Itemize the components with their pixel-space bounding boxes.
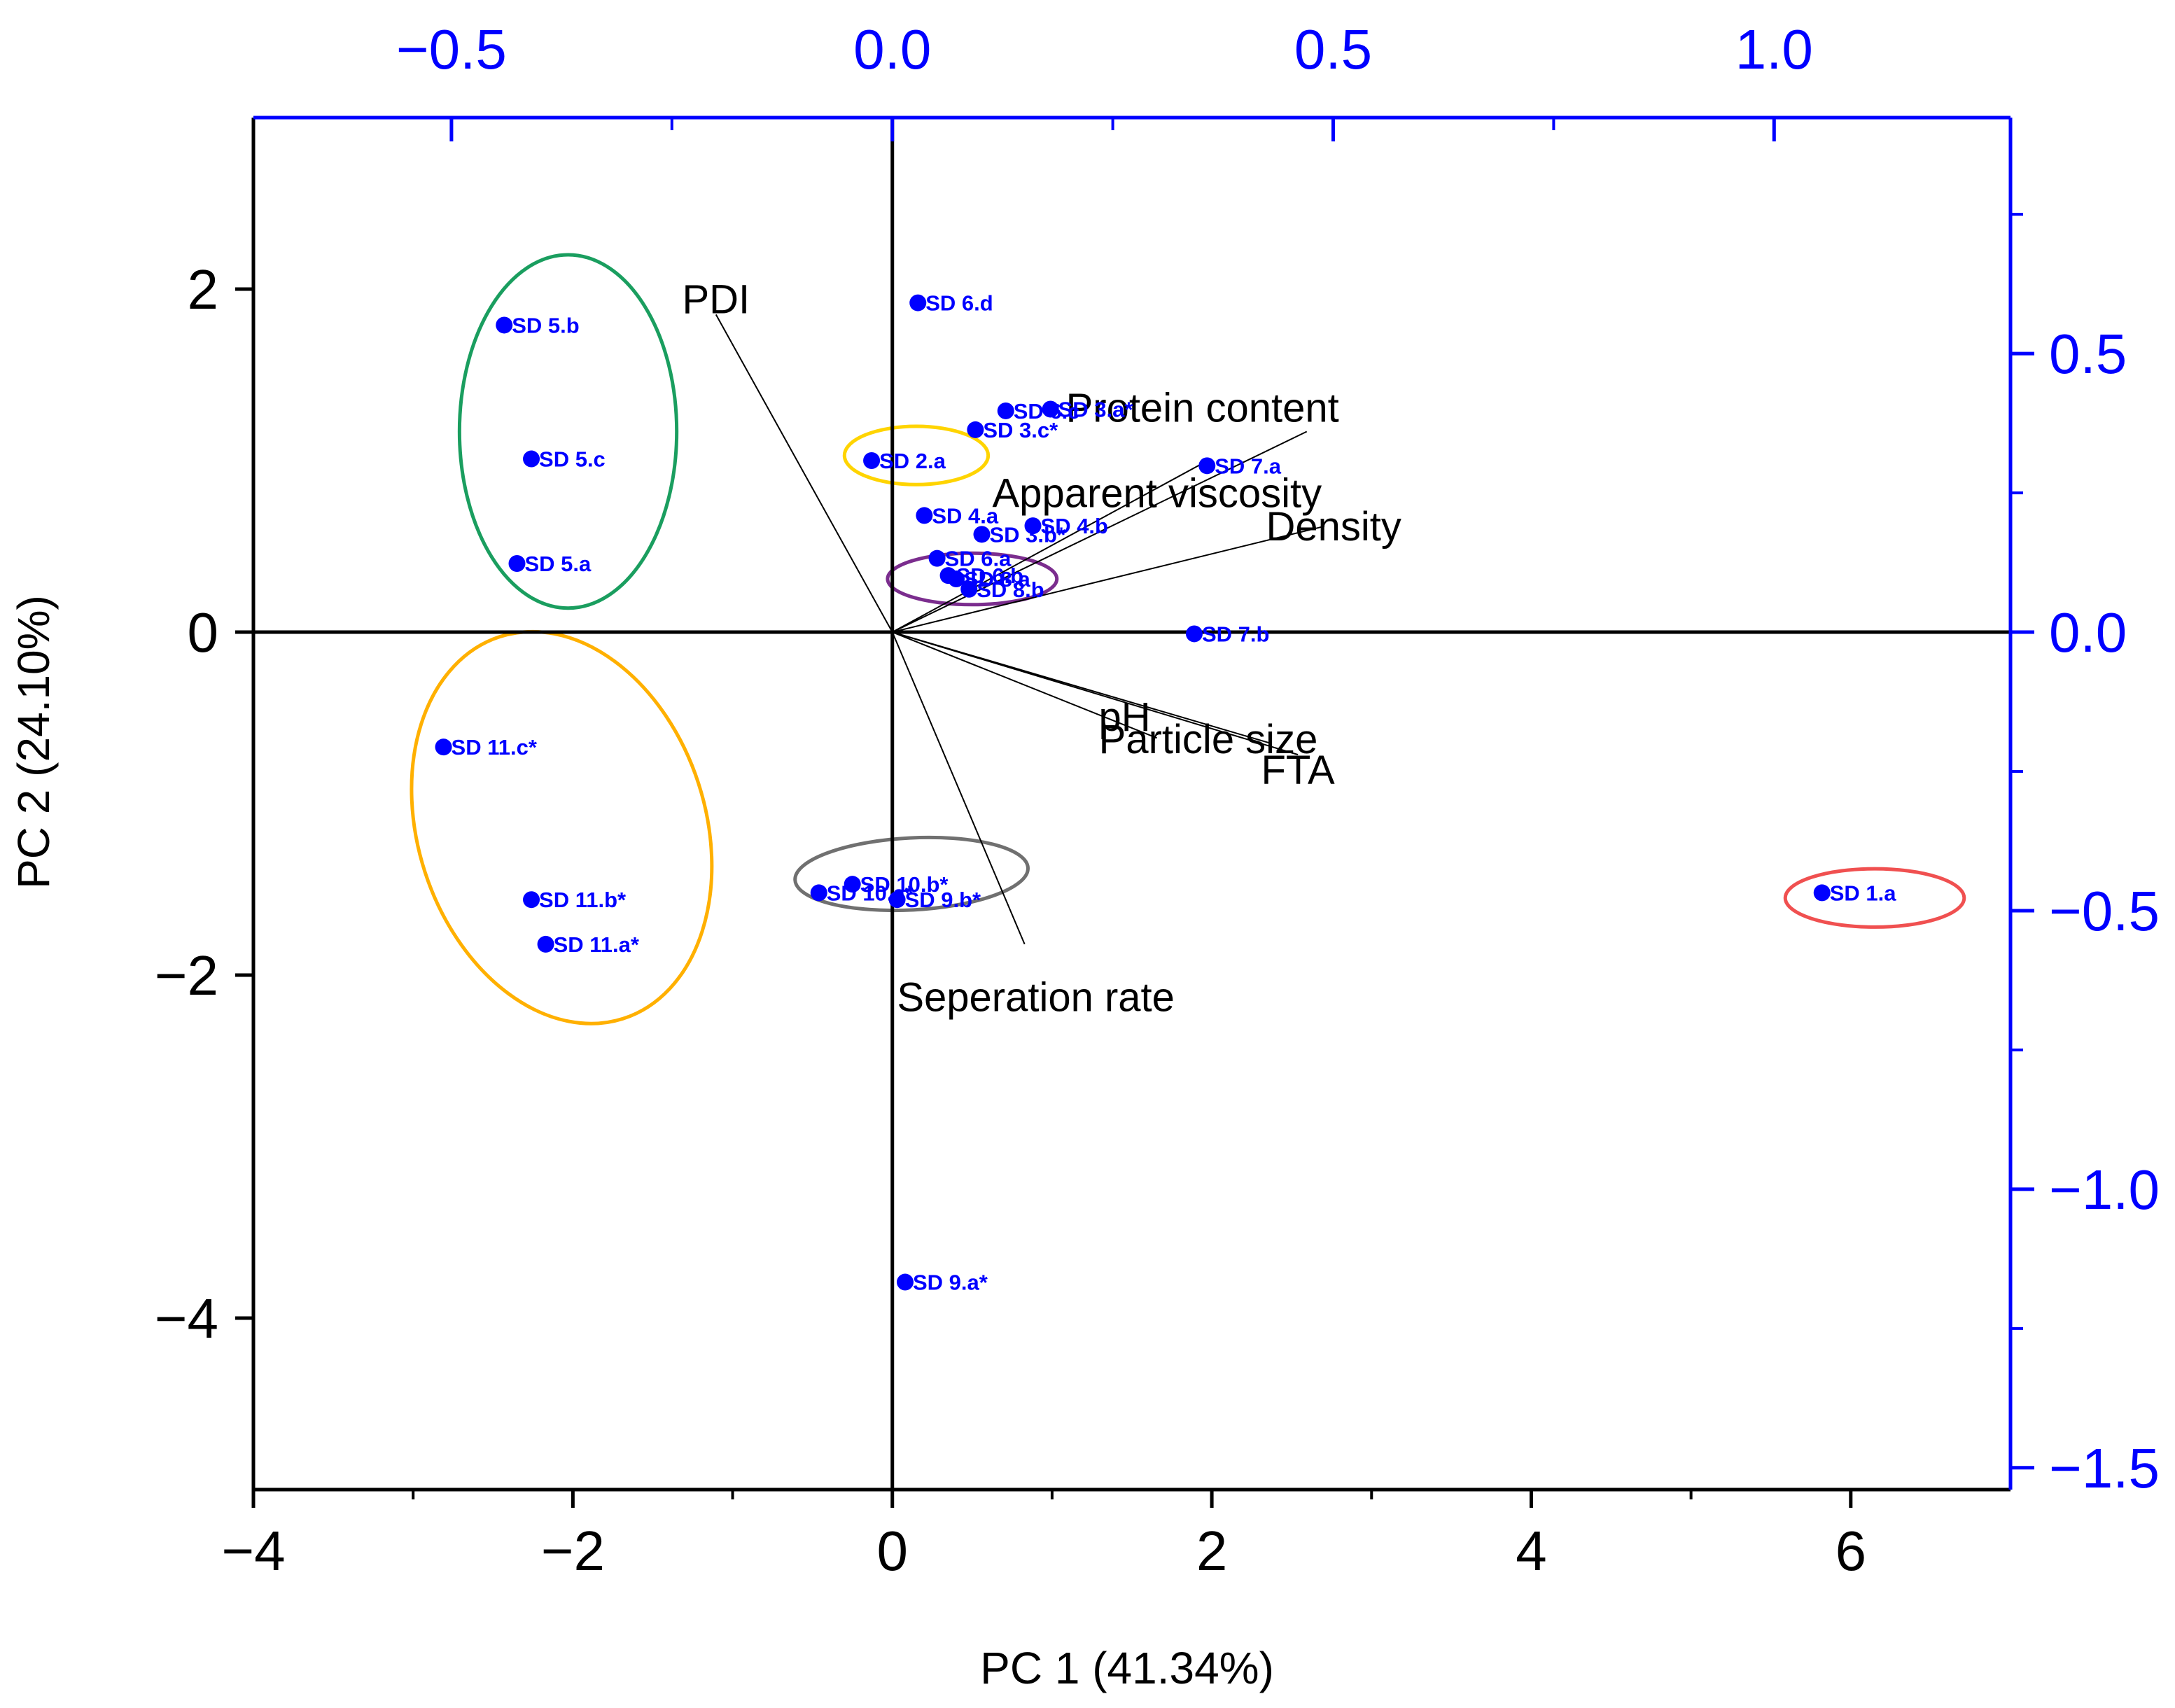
y-tick-label-3: 2 [188,258,219,321]
loading-vectors: PDI Protein content Apparent viscosityDens… [682,276,1401,1020]
axis-ticks: −4 −2 0 2 4 6 −4 −2 0 2 −0.5 0.0 0.5 1.0 −1.5 −1.0 −0.5 0… [155,18,2160,1582]
top-tick-label-3: 1.0 [1735,18,1813,80]
cluster-ellipse-3 [886,551,1059,607]
right-tick-label-0: −1.5 [2049,1437,2160,1499]
point-sd-5-c [523,450,540,468]
point-sd-3-c [967,421,984,438]
point-sd-6-c [997,402,1014,419]
loading-vector-apparent-viscosity [892,458,1210,633]
point-label-sd-11-b: SD 11.b* [539,888,627,912]
point-label-sd-6-d: SD 6.d [925,291,993,316]
point-label-sd-1-a: SD 1.a [1830,881,1897,905]
x-tick-label-2: 0 [876,1520,908,1582]
point-label-sd-11-c: SD 11.c* [452,735,538,760]
point-sd-6-d [909,294,927,312]
point-sd-7-b [1185,625,1203,643]
loading-vector-seperation-rate [891,631,1026,945]
loading-vector-particle-size [892,631,1272,745]
loading-vector-ph [892,631,1157,739]
loading-vector-pdi [715,314,893,633]
top-tick-label-2: 0.5 [1294,18,1372,80]
x-tick-label-3: 2 [1196,1520,1228,1582]
cluster-ellipse-1 [457,253,679,610]
x-tick-label-1: −2 [541,1520,605,1582]
point-sd-10-a [810,884,827,902]
point-sd-6-a [928,550,946,567]
loading-label-density: Density [1266,504,1401,550]
loading-label-pdi: PDI [682,276,750,322]
cluster-ellipses [410,253,1966,1026]
right-tick-label-4: 0.5 [2049,323,2127,385]
x-tick-label-4: 4 [1516,1520,1547,1582]
point-sd-8-b [960,580,978,598]
point-label-sd-3-a: SD 3.a* [1058,398,1134,422]
axes-frame [251,115,2013,1492]
point-label-sd-9-a: SD 9.a* [913,1270,988,1295]
y-tick-label-1: −2 [155,944,218,1007]
cluster-ellipse-4 [410,629,714,1026]
cluster-ellipse-5 [793,835,1030,913]
point-label-sd-5-b: SD 5.b [512,313,579,337]
point-sd-4-a [916,507,933,524]
point-label-sd-2-a: SD 2.a [879,449,946,473]
point-label-sd-5-c: SD 5.c [539,447,606,472]
score-points: SD 5.bSD 5.cSD 5.aSD 6.dSD 2.aSD 3.a*SD … [435,291,1897,1295]
loading-vector-protein-content [892,430,1308,633]
point-label-sd-4-a: SD 4.a [932,503,999,528]
right-tick-label-2: −0.5 [2049,880,2160,942]
cluster-ellipse-6 [1783,867,1966,929]
loading-label-seperation-rate: Seperation rate [897,975,1175,1021]
point-sd-9-b [888,891,906,909]
right-tick-label-3: 0.0 [2049,601,2127,664]
loading-label-particle-size: Particle size [1099,717,1318,762]
point-label-sd-9-b: SD 9.b* [905,888,981,912]
point-sd-11-b [523,891,540,909]
loading-vector-density [892,525,1325,634]
loading-label-apparent-viscosity: Apparent viscosity [993,470,1322,516]
zero-lines [253,118,2010,1490]
point-label-sd-6-a: SD 6.a [945,547,1012,571]
loading-label-fta: FTA [1261,748,1335,793]
point-sd-4-b [1024,517,1042,535]
x-axis-title: PC 1 (41.34%) [980,1643,1274,1693]
point-label-sd-6-c: SD 6.c [1014,399,1080,424]
point-label-sd-7-b: SD 7.b [1202,622,1269,646]
point-label-sd-5-a: SD 5.a [525,552,592,576]
loading-label-protein-content: Protein content [1066,386,1339,431]
x-tick-label-0: −4 [221,1520,285,1582]
point-sd-9-a [896,1273,914,1291]
point-sd-11-a [537,935,554,953]
point-sd-10-b [844,876,861,893]
point-sd-5-b [496,316,513,334]
top-tick-label-0: −0.5 [396,18,507,80]
top-tick-label-1: 0.0 [853,18,931,80]
point-sd-1-a [1813,884,1831,902]
right-tick-label-1: −1.0 [2049,1158,2160,1221]
point-label-sd-8-b: SD 8.b [977,578,1044,602]
point-sd-7-a [1198,457,1216,475]
point-sd-3-a [1042,400,1059,418]
point-label-sd-10-b: SD 10.b* [860,872,949,897]
point-sd-8-a [948,570,965,588]
point-label-sd-3-c: SD 3.c* [983,418,1058,442]
point-sd-3-b [973,526,991,543]
y-axis-title: PC 2 (24.10%) [8,595,59,889]
cluster-ellipse-2 [842,424,991,486]
y-tick-label-0: −4 [155,1287,218,1350]
point-sd-5-a [508,555,526,572]
point-label-sd-11-a: SD 11.a* [554,932,640,957]
y-tick-label-2: 0 [188,601,219,664]
point-label-sd-4-b: SD 4.b [1041,514,1108,538]
point-label-sd-7-a: SD 7.a [1215,454,1282,478]
point-sd-2-a [863,452,881,469]
x-tick-label-5: 6 [1835,1520,1867,1582]
point-sd-11-c [435,738,452,756]
